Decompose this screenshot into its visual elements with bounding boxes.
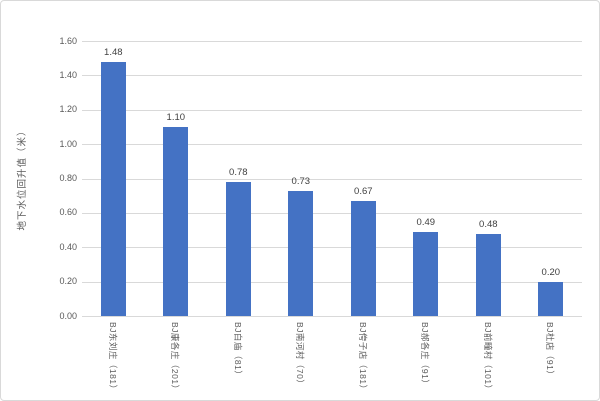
bar (163, 126, 189, 316)
y-tick-label: 0.40 (59, 241, 77, 252)
y-axis-title: 地下水位回升值（米） (17, 125, 28, 231)
gridline (82, 316, 582, 317)
bar (538, 281, 564, 316)
x-category-label: BJ南河村（70） (295, 322, 306, 389)
data-label: 0.67 (354, 185, 373, 197)
bar (288, 190, 314, 316)
gridline (82, 281, 582, 283)
x-category-label: BJ前疃村（101） (482, 322, 493, 394)
x-category-label: BJ杜店（91） (545, 322, 556, 380)
gridline (82, 212, 582, 214)
bar (475, 233, 501, 316)
gridline (82, 144, 582, 146)
gridline (82, 247, 582, 249)
data-label: 1.10 (166, 111, 186, 123)
gridline (82, 178, 582, 180)
data-label: 0.73 (291, 175, 311, 187)
data-label: 0.78 (229, 166, 248, 178)
y-tick-label: 0.20 (59, 276, 77, 287)
gridline (82, 109, 582, 111)
x-category-label: BJ东刘庄（181） (107, 322, 118, 394)
y-tick-label: 0.80 (59, 173, 77, 183)
gridline (82, 75, 582, 77)
data-label: 0.49 (416, 216, 436, 228)
x-category-label: BJ侉子店（181） (357, 322, 368, 394)
y-tick-label: 1.40 (59, 69, 77, 80)
x-category-label: BJ郝各庄（91） (420, 322, 431, 389)
x-category-label: BJ康各庄（201） (170, 322, 181, 394)
x-category-label: BJ白庙（81） (232, 322, 243, 380)
data-label: 1.48 (104, 46, 123, 58)
y-tick-label: 1.20 (59, 104, 77, 115)
y-tick-label: 1.00 (59, 138, 77, 149)
bar (350, 200, 376, 316)
bar (100, 61, 126, 316)
gridline (82, 41, 582, 42)
data-label: 0.48 (479, 218, 498, 230)
data-label: 0.20 (541, 266, 561, 278)
y-tick-label: 0.60 (59, 207, 77, 218)
y-tick-label: 1.60 (59, 35, 77, 46)
y-tick-label: 0.00 (59, 310, 77, 321)
bar (413, 231, 439, 316)
bar (225, 181, 251, 316)
